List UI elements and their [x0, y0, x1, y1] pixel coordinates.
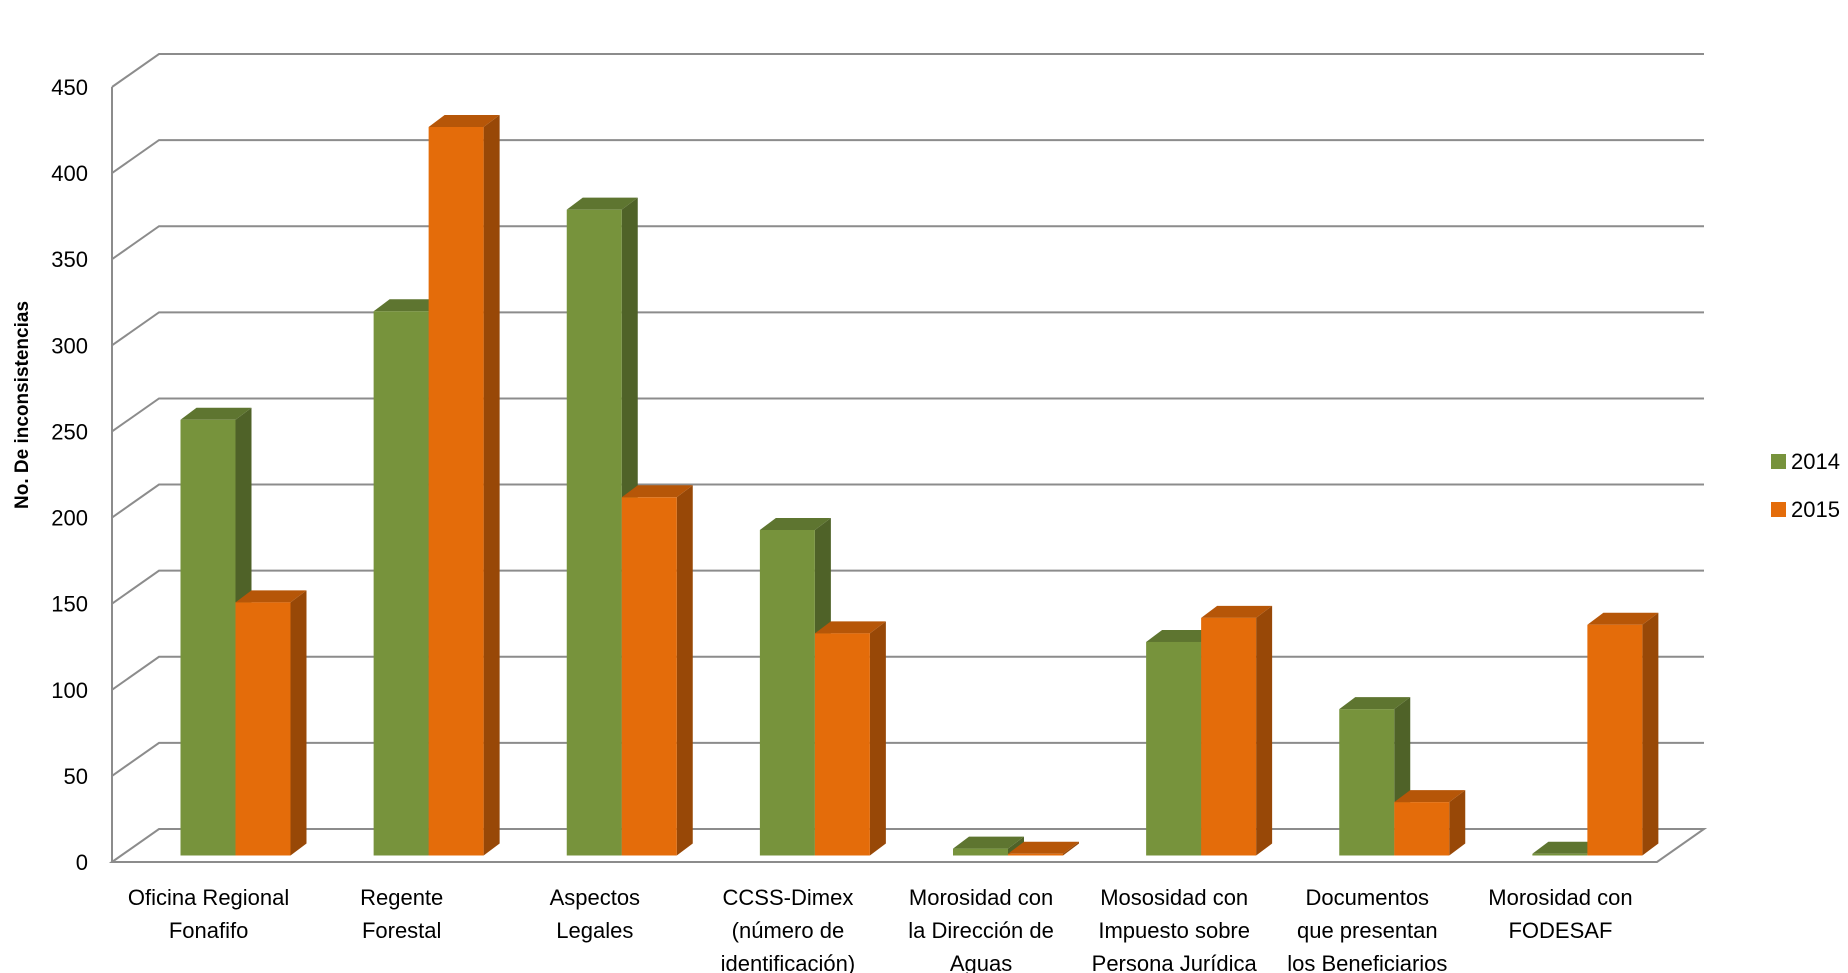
bar-top — [621, 485, 693, 498]
bar-front — [180, 419, 236, 856]
bar-2015 — [1008, 841, 1079, 856]
gridline — [111, 311, 1704, 347]
chart-walls — [108, 53, 1708, 863]
chart-floor — [108, 828, 1708, 863]
bar-2015 — [1201, 605, 1273, 856]
category-label: (número de — [732, 918, 845, 943]
bar-front — [428, 127, 484, 856]
bar-side — [1256, 605, 1273, 856]
y-tick-label: 450 — [51, 75, 88, 100]
category-label: Mososidad con — [1100, 885, 1248, 910]
bar-top — [1532, 841, 1604, 854]
bar-top — [1008, 841, 1079, 854]
category-label: Morosidad con — [909, 885, 1053, 910]
category-label: Impuesto sobre — [1098, 918, 1250, 943]
legend-label: 2014 — [1791, 449, 1840, 474]
bar-top — [759, 518, 831, 530]
bar-front — [1146, 641, 1202, 856]
y-tick-label: 300 — [51, 333, 88, 358]
bar-front — [566, 209, 622, 856]
bar-top — [1146, 629, 1218, 642]
gridline — [111, 569, 1704, 605]
category-label: identificación) — [721, 951, 856, 973]
bar-side — [1063, 841, 1079, 856]
bar-front — [1532, 853, 1588, 856]
bar-2015 — [1394, 790, 1466, 856]
bar-front — [1587, 624, 1643, 856]
category-label: Fonafifo — [169, 918, 249, 943]
bar-top — [1587, 612, 1659, 625]
legend-label: 2015 — [1791, 497, 1840, 522]
bar-front — [814, 633, 870, 856]
bar-front — [235, 602, 291, 856]
bar-side — [290, 590, 307, 856]
bar-front — [1201, 617, 1257, 856]
bar-top — [814, 621, 886, 634]
y-tick-label: 250 — [51, 419, 88, 444]
y-axis-title: No. De inconsistencias — [12, 301, 33, 509]
y-tick-label: 0 — [76, 850, 88, 875]
gridline — [111, 225, 1704, 261]
category-label: FODESAF — [1508, 918, 1612, 943]
bar-top — [1201, 605, 1273, 618]
bar-front — [373, 311, 429, 856]
category-label: Forestal — [362, 918, 441, 943]
category-label: Oficina Regional — [128, 885, 289, 910]
y-tick-label: 50 — [64, 764, 88, 789]
bar-top — [235, 590, 307, 603]
y-tick-label: 150 — [51, 592, 88, 617]
bar-front — [1394, 802, 1450, 856]
bar-top — [1339, 697, 1411, 710]
bar-side — [1449, 790, 1466, 856]
category-label: Regente — [360, 885, 443, 910]
bar-top — [428, 115, 500, 127]
category-label: Documentos — [1306, 885, 1430, 910]
category-label: Legales — [556, 918, 633, 943]
bar-front — [953, 848, 1008, 856]
bar-2015 — [814, 621, 886, 856]
bar-front — [1339, 709, 1395, 856]
bar-top — [1394, 790, 1466, 803]
bar-top — [953, 836, 1024, 849]
bar-side — [869, 621, 886, 856]
legend: 2014 2015 — [1771, 449, 1840, 522]
category-label: Morosidad con — [1488, 885, 1632, 910]
y-tick-label: 400 — [51, 161, 88, 186]
bar-side — [676, 485, 693, 856]
category-label: la Dirección de — [908, 918, 1054, 943]
category-label: los Beneficiarios — [1287, 951, 1447, 973]
legend-swatch — [1771, 454, 1786, 469]
y-tick-label: 100 — [51, 678, 88, 703]
bar-2015 — [428, 115, 500, 856]
bar-side — [483, 115, 500, 856]
category-labels: Oficina Regional Fonafifo Regente Forestal A… — [128, 885, 1633, 973]
category-label: Persona Jurídica — [1092, 951, 1258, 973]
gridline — [111, 53, 1704, 88]
gridline — [111, 397, 1704, 433]
bar-2015 — [1587, 612, 1659, 856]
bar-front — [759, 530, 815, 856]
bar-2015 — [235, 590, 307, 856]
gridline — [111, 655, 1704, 691]
category-label: Aguas — [950, 951, 1012, 973]
bar-front — [1008, 853, 1063, 856]
bar-top — [180, 407, 252, 420]
chart-bars — [180, 115, 1659, 856]
gridline — [111, 139, 1704, 174]
bar-side — [1642, 612, 1659, 856]
bar-top — [373, 299, 445, 312]
bar-top — [566, 197, 638, 210]
bar-2015 — [621, 485, 693, 856]
gridline — [111, 741, 1704, 777]
gridline — [111, 483, 1704, 519]
category-label: que presentan — [1297, 918, 1438, 943]
category-label: Aspectos — [550, 885, 641, 910]
y-tick-label: 350 — [51, 247, 88, 272]
bar-front — [621, 497, 677, 856]
legend-swatch — [1771, 502, 1786, 517]
y-tick-label: 200 — [51, 506, 88, 531]
category-label: CCSS-Dimex — [723, 885, 854, 910]
y-tick-labels: 0 50 100 150 200 250 300 350 400 450 — [51, 75, 88, 875]
